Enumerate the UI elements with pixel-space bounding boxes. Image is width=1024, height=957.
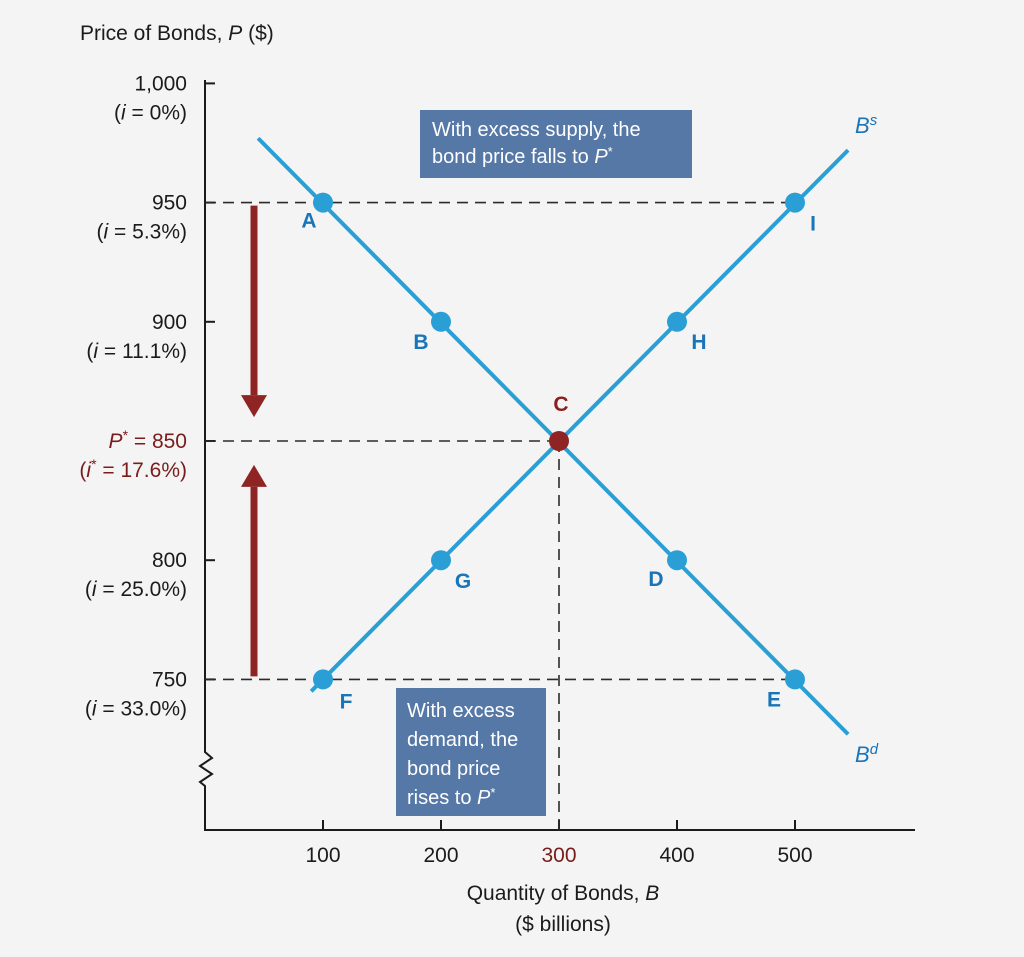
y-tick-label: 750 — [152, 668, 187, 691]
x-tick-label: 100 — [305, 844, 340, 867]
point-g — [431, 550, 451, 571]
point-label-e: E — [767, 688, 781, 711]
y-axis-title: Price of Bonds, P ($) — [80, 22, 274, 45]
price-arrow-up-head — [241, 464, 267, 487]
point-c — [549, 431, 569, 451]
supply-curve — [309, 148, 850, 693]
point-label-g: G — [455, 570, 471, 593]
axes — [198, 80, 915, 831]
excess-supply-annotation-line: With excess supply, the — [432, 119, 641, 141]
y-tick-rate: (i = 33.0%) — [85, 697, 187, 720]
point-label-h: H — [691, 331, 706, 354]
y-tick-rate: (i = 5.3%) — [97, 221, 187, 244]
point-a — [313, 192, 333, 213]
x-tick-label: 500 — [777, 844, 812, 867]
x-tick-label: 400 — [659, 844, 694, 867]
y-tick-rate: (i = 25.0%) — [85, 578, 187, 601]
x-tick-label: 200 — [423, 844, 458, 867]
point-label-d: D — [648, 568, 663, 591]
point-label-b: B — [413, 331, 428, 354]
y-tick-label: 950 — [152, 192, 187, 215]
excess-demand-annotation-box — [396, 688, 546, 816]
y-tick-label: 800 — [152, 549, 187, 572]
y-tick-rate: (i* = 17.6%) — [79, 456, 187, 482]
price-arrow-down-head — [241, 395, 267, 418]
y-tick-rate: (i = 0%) — [114, 101, 187, 124]
point-f — [313, 669, 333, 690]
excess-supply-annotation-box — [420, 110, 692, 178]
y-tick-label: 1,000 — [134, 72, 187, 95]
excess-demand-annotation-line: rises to P* — [407, 785, 495, 810]
point-d — [667, 550, 687, 571]
x-axis-title: Quantity of Bonds, B — [467, 882, 660, 905]
y-tick-rate: (i = 11.1%) — [86, 340, 187, 363]
x-axis-subtitle: ($ billions) — [515, 913, 611, 936]
excess-supply-annotation-line: bond price falls to P* — [432, 144, 613, 169]
point-label-c: C — [553, 393, 568, 416]
point-b — [431, 311, 451, 332]
excess-demand-annotation-line: bond price — [407, 758, 500, 780]
point-label-i: I — [810, 213, 816, 236]
y-tick-label: P* = 850 — [109, 427, 187, 453]
point-i — [785, 192, 805, 213]
point-label-a: A — [301, 210, 316, 233]
point-e — [785, 669, 805, 690]
point-h — [667, 311, 687, 332]
x-tick-label: 300 — [541, 844, 576, 867]
point-label-f: F — [340, 690, 353, 713]
y-tick-label: 900 — [152, 311, 187, 334]
excess-demand-annotation-line: With excess — [407, 700, 515, 722]
supply-curve-label: Bs — [855, 112, 878, 139]
demand-curve-label: Bd — [855, 741, 879, 768]
excess-demand-annotation-line: demand, the — [407, 729, 518, 751]
